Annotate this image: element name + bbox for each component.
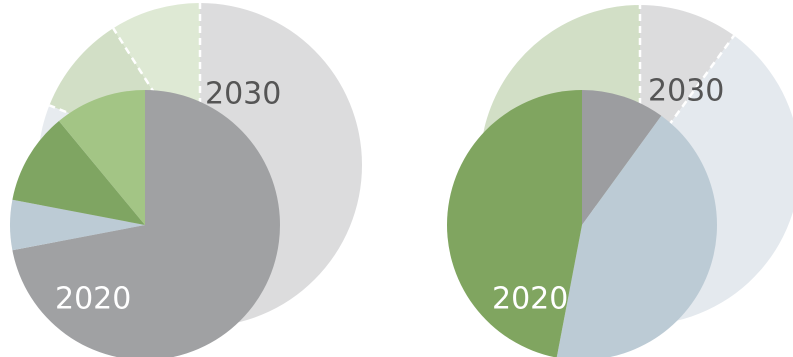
- pie-slice: [12, 90, 280, 357]
- pie-label: 2020: [55, 282, 131, 317]
- pie-slice: [58, 90, 145, 225]
- pie-label: 2030: [648, 74, 724, 109]
- pie-slice: [556, 115, 717, 357]
- pie-slice: [9, 199, 145, 251]
- pie-slice: [12, 120, 146, 225]
- pie-label: 2030: [205, 77, 281, 112]
- pie-slice: [447, 90, 582, 357]
- pie-label: 2020: [492, 282, 568, 317]
- pie-slice: [582, 90, 662, 225]
